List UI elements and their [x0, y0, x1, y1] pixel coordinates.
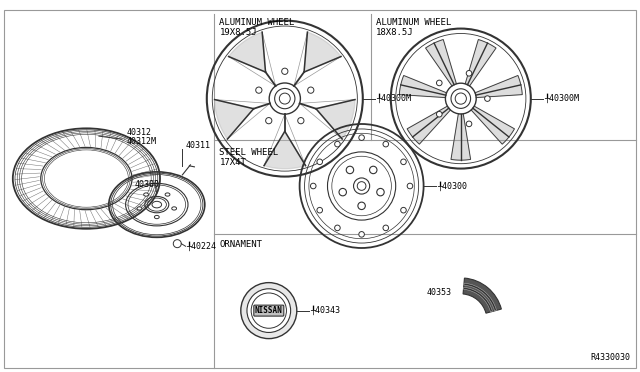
Circle shape — [383, 141, 388, 147]
Circle shape — [241, 283, 297, 339]
Polygon shape — [316, 100, 355, 139]
Circle shape — [436, 80, 442, 86]
Polygon shape — [264, 131, 305, 169]
Text: 40311: 40311 — [186, 141, 211, 150]
Text: 17X4T: 17X4T — [220, 157, 246, 167]
Text: ╀40343: ╀40343 — [310, 306, 340, 315]
Circle shape — [359, 135, 364, 140]
Polygon shape — [214, 100, 253, 139]
Text: ORNAMENT: ORNAMENT — [220, 240, 262, 249]
Circle shape — [266, 118, 272, 124]
Text: STEEL WHEEL: STEEL WHEEL — [220, 148, 278, 157]
Ellipse shape — [154, 215, 159, 219]
Text: 40300: 40300 — [134, 180, 159, 189]
Circle shape — [401, 208, 406, 213]
Wedge shape — [463, 287, 492, 312]
Circle shape — [335, 141, 340, 147]
Circle shape — [436, 112, 442, 117]
Polygon shape — [475, 76, 522, 97]
Polygon shape — [426, 39, 456, 86]
Circle shape — [466, 121, 472, 127]
FancyBboxPatch shape — [254, 305, 284, 316]
Circle shape — [383, 225, 388, 231]
Text: 19X8.5J: 19X8.5J — [220, 28, 257, 37]
Circle shape — [247, 289, 291, 333]
Text: ╀40300M: ╀40300M — [376, 94, 411, 103]
Polygon shape — [407, 106, 451, 144]
Wedge shape — [464, 283, 497, 311]
Text: R4330030: R4330030 — [590, 353, 630, 362]
Polygon shape — [451, 114, 470, 160]
Circle shape — [407, 183, 413, 189]
Text: ╀40300M: ╀40300M — [544, 94, 579, 103]
Polygon shape — [465, 39, 496, 86]
Polygon shape — [304, 32, 341, 72]
Circle shape — [308, 87, 314, 93]
Circle shape — [377, 188, 384, 196]
Circle shape — [317, 159, 323, 164]
Circle shape — [310, 183, 316, 189]
Circle shape — [358, 202, 365, 209]
Polygon shape — [399, 76, 447, 97]
Ellipse shape — [165, 193, 170, 196]
Circle shape — [369, 166, 377, 174]
Circle shape — [335, 225, 340, 231]
Circle shape — [346, 166, 354, 174]
Circle shape — [466, 70, 472, 76]
Circle shape — [256, 87, 262, 93]
Polygon shape — [228, 32, 266, 72]
Wedge shape — [463, 278, 501, 313]
Text: ╀40300: ╀40300 — [436, 181, 467, 191]
Circle shape — [484, 96, 490, 102]
Polygon shape — [471, 106, 515, 144]
Text: ALUMINUM WHEEL: ALUMINUM WHEEL — [376, 18, 451, 27]
Text: 40353: 40353 — [427, 288, 452, 297]
Text: ALUMINUM WHEEL: ALUMINUM WHEEL — [220, 18, 294, 27]
Text: 40312M: 40312M — [127, 137, 157, 145]
Circle shape — [401, 159, 406, 164]
Circle shape — [282, 68, 288, 74]
Text: 40312: 40312 — [127, 128, 152, 137]
Circle shape — [359, 231, 364, 237]
Ellipse shape — [137, 207, 142, 210]
Text: ╀40224: ╀40224 — [186, 241, 216, 251]
Circle shape — [339, 188, 346, 196]
Circle shape — [317, 208, 323, 213]
Text: NISSAN: NISSAN — [255, 306, 283, 315]
Ellipse shape — [143, 193, 148, 196]
Circle shape — [298, 118, 304, 124]
Ellipse shape — [172, 207, 177, 210]
Text: 18X8.5J: 18X8.5J — [376, 28, 414, 37]
